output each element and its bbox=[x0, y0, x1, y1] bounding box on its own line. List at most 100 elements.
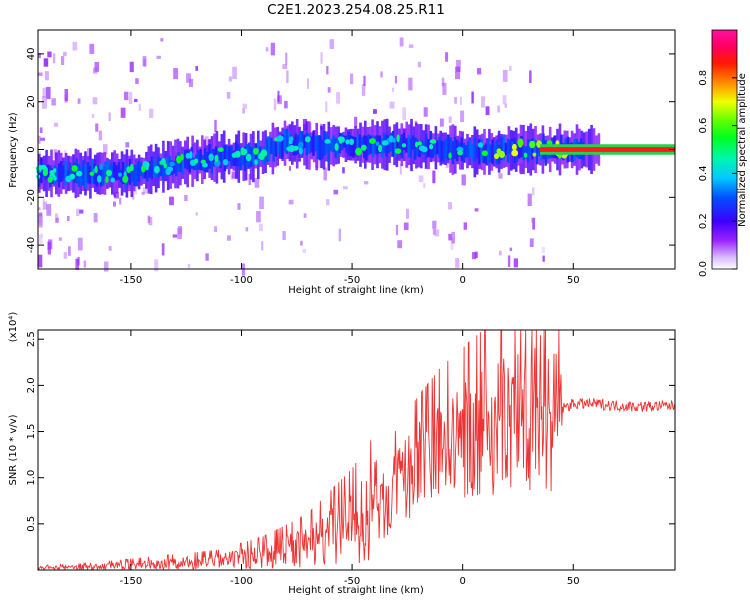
noise-cell bbox=[259, 196, 264, 210]
peak-blob bbox=[142, 160, 148, 168]
peak-blob bbox=[154, 165, 160, 174]
core-cell bbox=[199, 148, 202, 171]
noise-cell bbox=[338, 228, 341, 242]
peak-blob bbox=[240, 147, 245, 156]
noise-cell bbox=[531, 217, 533, 223]
noise-cell bbox=[91, 113, 95, 118]
noise-cell bbox=[226, 91, 231, 99]
noise-cell bbox=[103, 144, 108, 155]
core-cell bbox=[312, 130, 315, 156]
noise-cell bbox=[40, 233, 43, 238]
noise-cell bbox=[77, 256, 80, 265]
noise-cell bbox=[43, 58, 49, 67]
core-cell bbox=[385, 134, 388, 157]
core-cell bbox=[64, 160, 67, 185]
peak-blob bbox=[122, 175, 129, 183]
noise-cell bbox=[329, 39, 335, 49]
peak-blob bbox=[110, 177, 115, 183]
core-cell bbox=[55, 168, 59, 183]
peak-blob bbox=[141, 165, 146, 173]
noise-cell bbox=[187, 264, 191, 268]
noise-cell bbox=[47, 51, 52, 58]
core-cell bbox=[431, 141, 435, 158]
core-cell bbox=[46, 164, 50, 178]
peak-blob bbox=[185, 152, 191, 159]
core-cell bbox=[252, 146, 255, 165]
noise-cell bbox=[134, 185, 138, 195]
noise-cell bbox=[399, 37, 404, 47]
core-cell bbox=[126, 167, 129, 183]
noise-cell bbox=[532, 217, 536, 230]
core-cell bbox=[144, 165, 147, 179]
peak-blob bbox=[180, 153, 184, 161]
noise-cell bbox=[93, 213, 98, 223]
peak-blob bbox=[498, 150, 505, 159]
core-cell bbox=[367, 134, 370, 156]
peak-blob bbox=[165, 168, 171, 176]
noise-cell bbox=[63, 51, 67, 57]
noise-cell bbox=[259, 223, 263, 231]
noise-cell bbox=[286, 70, 289, 83]
core-cell bbox=[307, 133, 311, 154]
core-cell bbox=[522, 145, 525, 160]
colorbar-tick-label: 0.2 bbox=[698, 213, 709, 229]
noise-cell bbox=[172, 234, 178, 238]
peak-blob bbox=[47, 176, 53, 183]
noise-cell bbox=[61, 56, 65, 65]
noise-cell bbox=[256, 211, 261, 223]
noise-cell bbox=[67, 216, 70, 221]
noise-cell bbox=[195, 212, 198, 216]
noise-cell bbox=[448, 116, 452, 123]
noise-cell bbox=[455, 66, 460, 80]
core-cell bbox=[111, 163, 114, 178]
noise-cell bbox=[64, 89, 69, 102]
peak-blob bbox=[381, 140, 389, 146]
noise-cell bbox=[169, 196, 174, 206]
noise-cell bbox=[134, 98, 138, 102]
core-cell bbox=[504, 142, 508, 156]
core-cell bbox=[294, 133, 297, 156]
noise-cell bbox=[108, 246, 112, 251]
noise-cell bbox=[120, 107, 126, 118]
peak-blob bbox=[355, 147, 362, 156]
x-tick-label: -150 bbox=[120, 275, 143, 286]
core-cell bbox=[374, 136, 377, 154]
noise-cell bbox=[265, 47, 269, 52]
core-cell bbox=[82, 160, 85, 186]
noise-cell bbox=[141, 191, 145, 195]
noise-cell bbox=[288, 166, 291, 171]
core-cell bbox=[493, 144, 496, 157]
x-tick-label: 0 bbox=[459, 576, 465, 587]
noise-cell bbox=[485, 106, 490, 116]
core-cell bbox=[181, 155, 185, 174]
core-cell bbox=[445, 138, 448, 159]
peak-blob bbox=[334, 143, 339, 151]
peak-blob bbox=[176, 155, 182, 164]
peak-blob bbox=[494, 153, 500, 160]
core-cell bbox=[425, 133, 428, 159]
core-cell bbox=[250, 146, 253, 167]
core-cell bbox=[480, 138, 483, 162]
noise-cell bbox=[128, 91, 133, 104]
noise-cell bbox=[273, 98, 277, 111]
core-cell bbox=[509, 140, 512, 154]
snr-ylabel: SNR (10 * v/v) bbox=[8, 414, 19, 485]
peak-blob bbox=[415, 141, 419, 148]
core-cell bbox=[219, 150, 222, 169]
core-cell bbox=[394, 138, 397, 157]
peak-blob bbox=[345, 139, 350, 145]
core-cell bbox=[217, 151, 220, 164]
core-cell bbox=[166, 156, 169, 172]
peak-blob bbox=[129, 163, 134, 172]
core-cell bbox=[228, 146, 231, 162]
core-cell bbox=[411, 135, 415, 150]
noise-cell bbox=[302, 248, 306, 253]
peak-blob bbox=[89, 171, 95, 176]
noise-cell bbox=[497, 105, 500, 113]
peak-blob bbox=[118, 172, 122, 177]
x-tick-label: 50 bbox=[567, 275, 580, 286]
noise-cell bbox=[448, 233, 452, 241]
noise-cell bbox=[149, 108, 154, 118]
core-cell bbox=[402, 132, 406, 150]
peak-blob bbox=[169, 161, 175, 167]
